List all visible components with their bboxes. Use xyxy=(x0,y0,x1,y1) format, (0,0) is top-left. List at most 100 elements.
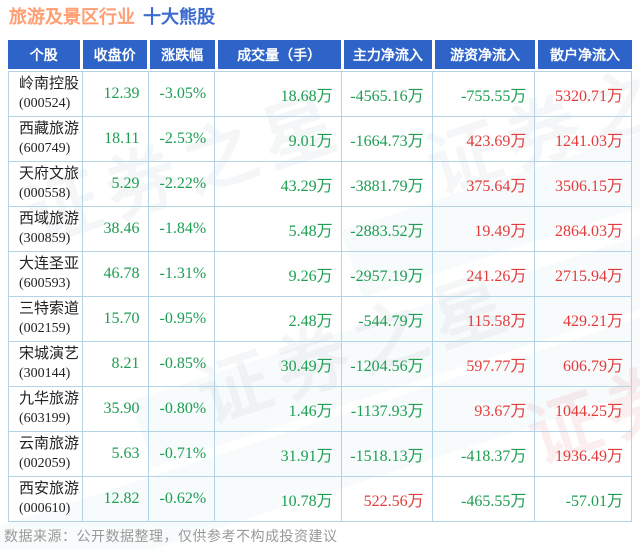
stock-code: (300859) xyxy=(19,230,71,246)
change-cell: -1.31% xyxy=(148,252,216,297)
table-body: 岭南控股 (000524) 12.39 -3.05% 18.68万 -4565.16万 -7… xyxy=(8,71,632,522)
retail-inflow-cell: 3506.15万 xyxy=(535,162,632,207)
stock-name-cell: 西安旅游 (000610) xyxy=(9,477,83,522)
table-header-row: 个股 收盘价 涨跌幅 成交量（手） 主力净流入 游资净流入 散户净流入 xyxy=(8,40,632,69)
stock-name-cell: 西藏旅游 (600749) xyxy=(9,117,83,162)
change-cell: -0.95% xyxy=(148,297,216,342)
change-cell: -0.71% xyxy=(148,432,216,477)
stock-name-cell: 天府文旅 (000558) xyxy=(9,162,83,207)
stock-name-cell: 西域旅游 (300859) xyxy=(9,207,83,252)
table-row: 云南旅游 (002059) 5.63 -0.71% 31.91万 -1518.13万 -41… xyxy=(9,432,632,477)
stock-name: 西安旅游 xyxy=(19,480,80,498)
hot-money-inflow-cell: 115.58万 xyxy=(432,297,536,342)
stock-name-cell: 三特索道 (002159) xyxy=(9,297,83,342)
volume-cell: 1.46万 xyxy=(215,387,342,432)
stock-name: 三特索道 xyxy=(19,300,80,318)
stock-name: 岭南控股 xyxy=(19,75,80,93)
main-inflow-cell: -1204.56万 xyxy=(341,342,433,387)
retail-inflow-cell: 2715.94万 xyxy=(535,252,632,297)
stock-name: 西域旅游 xyxy=(19,210,80,228)
stock-code: (603199) xyxy=(19,410,71,426)
hot-money-inflow-cell: 241.26万 xyxy=(432,252,536,297)
hot-money-inflow-cell: 93.67万 xyxy=(432,387,536,432)
table-row: 天府文旅 (000558) 5.29 -2.22% 43.29万 -3881.79万 375… xyxy=(9,162,632,207)
hot-money-inflow-cell: 597.77万 xyxy=(432,342,536,387)
retail-inflow-cell: 429.21万 xyxy=(535,297,632,342)
close-cell: 15.70 xyxy=(82,297,149,342)
stock-name-cell: 宋城演艺 (300144) xyxy=(9,342,83,387)
table-row: 西域旅游 (300859) 38.46 -1.84% 5.48万 -2883.52万 19.… xyxy=(9,207,632,252)
hot-money-inflow-cell: -418.37万 xyxy=(432,432,536,477)
retail-inflow-cell: 1044.25万 xyxy=(535,387,632,432)
page-title: 旅游及景区行业 十大熊股 xyxy=(9,4,215,30)
main-inflow-cell: -3881.79万 xyxy=(341,162,433,207)
main-inflow-cell: -1137.93万 xyxy=(341,387,433,432)
stock-name: 西藏旅游 xyxy=(19,120,80,138)
hot-money-inflow-cell: -755.55万 xyxy=(432,72,536,117)
stock-name-cell: 九华旅游 (603199) xyxy=(9,387,83,432)
table-row: 西藏旅游 (600749) 18.11 -2.53% 9.01万 -1664.73万 423… xyxy=(9,117,632,162)
close-cell: 35.90 xyxy=(82,387,149,432)
stock-name: 大连圣亚 xyxy=(19,255,80,273)
table-row: 西安旅游 (000610) 12.82 -0.62% 10.78万 522.56万 -465… xyxy=(9,477,632,522)
column-header-stock: 个股 xyxy=(8,40,80,69)
hot-money-inflow-cell: 19.49万 xyxy=(432,207,536,252)
stock-name: 云南旅游 xyxy=(19,435,80,453)
hot-money-inflow-cell: 423.69万 xyxy=(432,117,536,162)
column-header-volume: 成交量（手） xyxy=(217,40,341,69)
stock-name: 天府文旅 xyxy=(19,165,80,183)
close-cell: 46.78 xyxy=(82,252,149,297)
volume-cell: 5.48万 xyxy=(215,207,342,252)
change-cell: -1.84% xyxy=(148,207,216,252)
main-inflow-cell: 522.56万 xyxy=(341,477,433,522)
table-row: 三特索道 (002159) 15.70 -0.95% 2.48万 -544.79万 115.… xyxy=(9,297,632,342)
main-inflow-cell: -2883.52万 xyxy=(341,207,433,252)
close-cell: 38.46 xyxy=(82,207,149,252)
stock-code: (000610) xyxy=(19,500,71,516)
volume-cell: 9.01万 xyxy=(215,117,342,162)
change-cell: -3.05% xyxy=(148,72,216,117)
title-industry: 旅游及景区行业 xyxy=(9,7,135,27)
change-cell: -0.62% xyxy=(148,477,216,522)
title-suffix: 十大熊股 xyxy=(143,7,215,27)
stock-code: (000524) xyxy=(19,95,71,111)
stock-name: 宋城演艺 xyxy=(19,345,80,363)
table-row: 岭南控股 (000524) 12.39 -3.05% 18.68万 -4565.16万 -7… xyxy=(9,72,632,117)
column-header-hot-money-inflow: 游资净流入 xyxy=(435,40,536,69)
change-cell: -0.80% xyxy=(148,387,216,432)
close-cell: 5.63 xyxy=(82,432,149,477)
change-cell: -2.22% xyxy=(148,162,216,207)
retail-inflow-cell: 2864.03万 xyxy=(535,207,632,252)
close-cell: 8.21 xyxy=(82,342,149,387)
table-row: 大连圣亚 (600593) 46.78 -1.31% 9.26万 -2957.19万 241… xyxy=(9,252,632,297)
volume-cell: 43.29万 xyxy=(215,162,342,207)
table-row: 宋城演艺 (300144) 8.21 -0.85% 30.49万 -1204.56万 597… xyxy=(9,342,632,387)
close-cell: 12.82 xyxy=(82,477,149,522)
retail-inflow-cell: -57.01万 xyxy=(535,477,632,522)
main-inflow-cell: -1664.73万 xyxy=(341,117,433,162)
change-cell: -0.85% xyxy=(148,342,216,387)
stock-table: 个股 收盘价 涨跌幅 成交量（手） 主力净流入 游资净流入 散户净流入 岭南控股 (00052… xyxy=(8,40,632,522)
hot-money-inflow-cell: -465.55万 xyxy=(432,477,536,522)
stock-code: (002159) xyxy=(19,320,71,336)
table-row: 九华旅游 (603199) 35.90 -0.80% 1.46万 -1137.93万 93.… xyxy=(9,387,632,432)
stock-code: (600593) xyxy=(19,275,71,291)
stock-name: 九华旅游 xyxy=(19,390,80,408)
stock-name-cell: 云南旅游 (002059) xyxy=(9,432,83,477)
volume-cell: 31.91万 xyxy=(215,432,342,477)
stock-code: (002059) xyxy=(19,455,71,471)
retail-inflow-cell: 606.79万 xyxy=(535,342,632,387)
column-header-change: 涨跌幅 xyxy=(149,40,215,69)
volume-cell: 18.68万 xyxy=(215,72,342,117)
change-cell: -2.53% xyxy=(148,117,216,162)
column-header-main-inflow: 主力净流入 xyxy=(343,40,433,69)
main-inflow-cell: -2957.19万 xyxy=(341,252,433,297)
main-inflow-cell: -4565.16万 xyxy=(341,72,433,117)
volume-cell: 30.49万 xyxy=(215,342,342,387)
hot-money-inflow-cell: 375.64万 xyxy=(432,162,536,207)
stock-name-cell: 大连圣亚 (600593) xyxy=(9,252,83,297)
column-header-close: 收盘价 xyxy=(82,40,147,69)
data-source-note: 数据来源：公开数据整理，仅供参考不构成投资建议 xyxy=(4,528,338,544)
retail-inflow-cell: 5320.71万 xyxy=(535,72,632,117)
close-cell: 18.11 xyxy=(82,117,149,162)
